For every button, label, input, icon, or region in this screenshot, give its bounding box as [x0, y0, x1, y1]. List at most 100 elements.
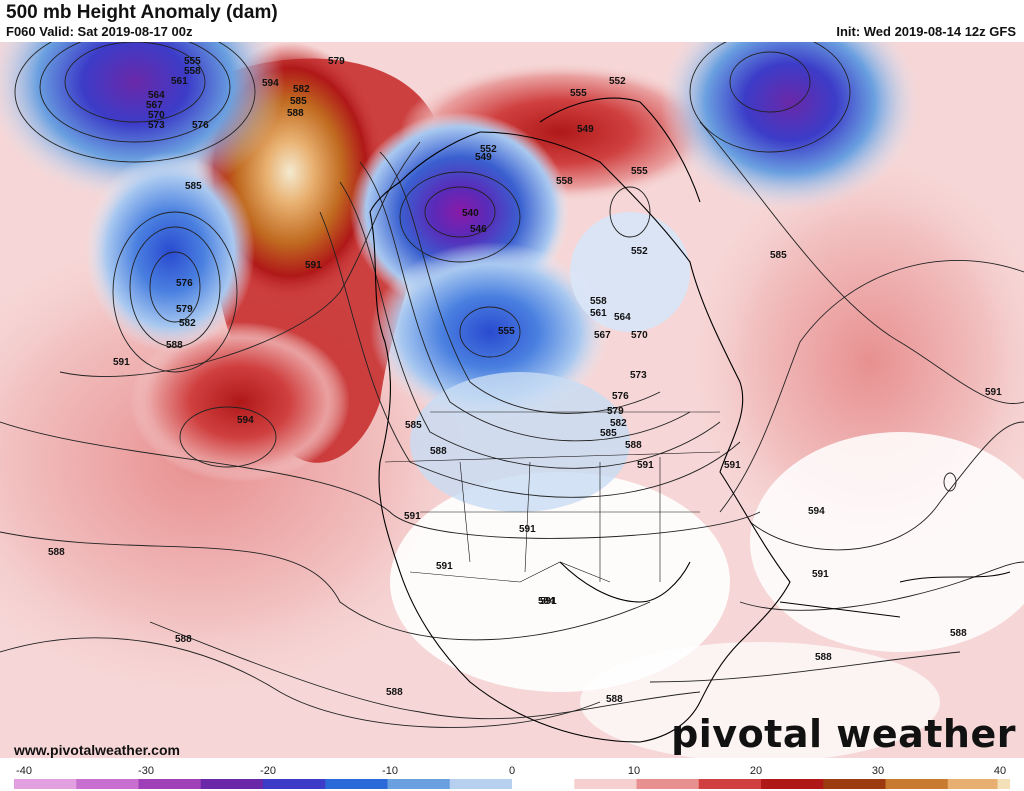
colorbar-tick-label: -30	[138, 765, 154, 777]
colorbar-swatch	[300, 779, 314, 789]
contour-label: 588	[48, 547, 65, 558]
contour-label: 579	[176, 304, 193, 315]
contour-label: 594	[237, 415, 254, 426]
contour-label: 591	[812, 569, 829, 580]
contour-label: 591	[113, 357, 130, 368]
colorbar-swatch	[487, 779, 501, 789]
colorbar: -40 -30 -20 -10 0 10 20 30 40	[14, 765, 1010, 789]
colorbar-swatch	[287, 779, 301, 789]
valid-time: F060 Valid: Sat 2019-08-17 00z	[6, 24, 193, 39]
contour-label: 588	[815, 652, 832, 663]
colorbar-swatch	[810, 779, 824, 789]
colorbar-swatch	[424, 779, 438, 789]
contour-label: 576	[612, 391, 629, 402]
colorbar-swatch	[574, 779, 588, 789]
coastlines	[369, 97, 1011, 743]
contour-label: 591	[540, 596, 557, 607]
contour-label: 588	[950, 628, 967, 639]
colorbar-tick-label: 0	[509, 765, 515, 777]
colorbar-swatch	[175, 779, 189, 789]
colorbar-swatch	[150, 779, 164, 789]
colorbar-swatch	[897, 779, 911, 789]
colorbar-swatch	[188, 779, 202, 789]
colorbar-swatch	[14, 779, 27, 789]
contour-label: 594	[538, 596, 555, 607]
contour-label: 570	[148, 110, 165, 121]
contour-label: 594	[808, 506, 825, 517]
init-time: Init: Wed 2019-08-14 12z GFS	[836, 24, 1016, 39]
contour-label: 588	[166, 340, 183, 351]
contour-label: 570	[631, 330, 648, 341]
contour-label: 591	[724, 460, 741, 471]
contour-label: 555	[570, 88, 587, 99]
contour-label: 552	[631, 246, 648, 257]
contour-label: 588	[606, 694, 623, 705]
colorbar-swatch	[960, 779, 974, 789]
colorbar-swatch	[350, 779, 364, 789]
anomaly-lightblue-east	[570, 212, 690, 332]
colorbar-swatch	[325, 779, 339, 789]
contour-label: 579	[328, 56, 345, 67]
colorbar-swatch	[337, 779, 351, 789]
contour-label: 588	[625, 440, 642, 451]
contour-label: 552	[609, 76, 626, 87]
contour-label: 582	[179, 318, 196, 329]
colorbar-ticks: -40 -30 -20 -10 0 10 20 30 40	[16, 765, 1006, 777]
colorbar-swatch	[63, 779, 77, 789]
contour-label: 561	[171, 76, 188, 87]
contour-label: 561	[590, 308, 607, 319]
contour-label: 549	[475, 152, 492, 163]
colorbar-swatch	[673, 779, 687, 789]
map-title: 500 mb Height Anomaly (dam)	[6, 2, 278, 23]
colorbar-swatch	[947, 779, 961, 789]
contour-label: 564	[148, 90, 165, 101]
contour-label: 585	[185, 181, 202, 192]
colorbar-swatch	[399, 779, 413, 789]
contour-label: 558	[184, 66, 201, 77]
colorbar-swatch	[449, 779, 463, 789]
colorbar-swatch	[860, 779, 874, 789]
colorbar-swatch	[512, 779, 525, 789]
colorbar-swatch	[972, 779, 986, 789]
contour-label: 591	[519, 524, 536, 535]
colorbar-swatch	[935, 779, 949, 789]
political-borders	[384, 411, 721, 583]
contour-label: 582	[293, 84, 310, 95]
colorbar-swatch	[387, 779, 401, 789]
colorbar-swatch	[997, 779, 1010, 789]
colorbar-swatch	[88, 779, 102, 789]
colorbar-swatch	[26, 779, 40, 789]
contour-label: 555	[631, 166, 648, 177]
contour-label: 567	[594, 330, 611, 341]
colorbar-swatch	[873, 779, 886, 789]
contour-label: 585	[405, 420, 422, 431]
contour-label: 585	[600, 428, 617, 439]
contour-label: 588	[430, 446, 447, 457]
colorbar-swatch	[686, 779, 700, 789]
website-url[interactable]: www.pivotalweather.com	[14, 742, 180, 758]
colorbar-swatch	[375, 779, 388, 789]
colorbar-swatch	[225, 779, 239, 789]
neutral-caribbean	[580, 642, 940, 758]
anomaly-red-pacific	[130, 322, 350, 482]
contour-label: 546	[470, 224, 487, 235]
colorbar-swatch	[648, 779, 662, 789]
colorbar-tick-label: 10	[628, 765, 640, 777]
colorbar-swatch	[412, 779, 426, 789]
colorbar-swatch	[524, 779, 538, 789]
colorbar-swatch	[636, 779, 650, 789]
colorbar-swatch	[736, 779, 750, 789]
colorbar-tick-label: 40	[994, 765, 1006, 777]
colorbar-swatch	[213, 779, 227, 789]
colorbar-swatch	[362, 779, 376, 789]
height-contours	[0, 42, 1024, 728]
contour-label: 591	[404, 511, 421, 522]
colorbar-tick-label: 20	[750, 765, 762, 777]
contour-label: 573	[148, 120, 165, 131]
contour-label: 579	[607, 406, 624, 417]
colorbar-swatch	[823, 779, 837, 789]
colorbar-swatch	[624, 779, 637, 789]
colorbar-swatch	[51, 779, 65, 789]
